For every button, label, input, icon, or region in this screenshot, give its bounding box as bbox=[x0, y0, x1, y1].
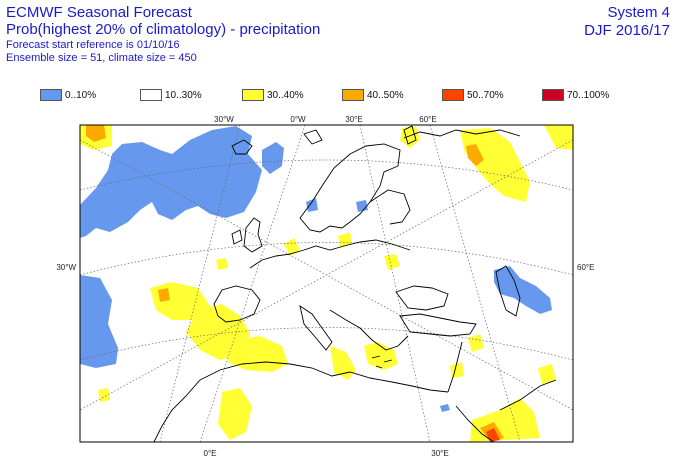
low-probability-areas bbox=[80, 126, 552, 412]
coast-north-africa bbox=[199, 361, 449, 393]
coast-arabia bbox=[499, 379, 557, 411]
blue-area-azores bbox=[80, 275, 118, 368]
yellow-area-sahara bbox=[218, 388, 252, 440]
legend-label: 30..40% bbox=[267, 89, 304, 101]
legend-swatch bbox=[442, 89, 464, 101]
yellow-area-uk bbox=[284, 238, 300, 256]
yellow-area-iran bbox=[538, 364, 556, 384]
coast-novaya bbox=[403, 125, 417, 145]
header-right: System 4 DJF 2016/17 bbox=[584, 4, 670, 40]
legend-item-2: 30..40% bbox=[242, 89, 304, 101]
coast-svalbard bbox=[303, 129, 323, 145]
yellow-area-east-europe bbox=[384, 254, 400, 270]
lon-label-top: 0°W bbox=[290, 115, 306, 124]
coast-finland bbox=[369, 189, 411, 225]
map-content bbox=[80, 125, 573, 442]
map-frame bbox=[79, 124, 574, 443]
blue-area-baltic bbox=[356, 200, 368, 212]
legend-label: 10..30% bbox=[165, 89, 202, 101]
legend-item-0: 0..10% bbox=[40, 89, 96, 101]
ensemble-info: Ensemble size = 51, climate size = 450 bbox=[6, 52, 197, 64]
legend-item-5: 70..100% bbox=[542, 89, 609, 101]
yellow-area-ural bbox=[460, 128, 530, 202]
legend-item-4: 50..70% bbox=[442, 89, 504, 101]
orange-area-ural bbox=[466, 144, 484, 166]
coast-greece-islands bbox=[371, 355, 393, 369]
lon-label-bottom: 30°E bbox=[431, 449, 448, 458]
coast-mainland-europe bbox=[249, 239, 411, 269]
coast-italy bbox=[299, 305, 333, 351]
coast-balkans bbox=[329, 309, 409, 351]
page-subtitle: Prob(highest 20% of climatology) - preci… bbox=[6, 21, 321, 38]
yellow-area-algeria bbox=[226, 336, 288, 372]
forecast-map: 30°W 0°W 30°E 60°E 0°E 30°E 30°W 60°E bbox=[56, 115, 594, 458]
orange-area-west bbox=[86, 125, 106, 142]
season-label: DJF 2016/17 bbox=[584, 22, 670, 39]
lon-label-top: 60°E bbox=[419, 115, 436, 124]
legend-swatch bbox=[342, 89, 364, 101]
yellow-area-russia bbox=[400, 126, 420, 148]
coast-british-isles bbox=[243, 217, 263, 253]
legend-label: 0..10% bbox=[65, 89, 97, 101]
yellow-area-caucasus bbox=[468, 334, 484, 352]
yellow-area-egypt bbox=[450, 362, 464, 378]
lon-label-top: 30°W bbox=[214, 115, 234, 124]
lon-label-top: 30°E bbox=[345, 115, 362, 124]
legend-item-3: 40..50% bbox=[342, 89, 404, 101]
coast-black-sea bbox=[395, 285, 449, 311]
forecast-reference: Forecast start reference is 01/10/16 bbox=[6, 39, 180, 51]
header-left: ECMWF Seasonal Forecast Prob(highest 20%… bbox=[6, 4, 320, 65]
lon-label-bottom: 0°E bbox=[204, 449, 217, 458]
yellow-area-libya bbox=[330, 346, 356, 380]
coastlines bbox=[153, 125, 557, 442]
legend-label: 50..70% bbox=[467, 89, 504, 101]
orange-area-iberia bbox=[158, 288, 170, 302]
legend-label: 70..100% bbox=[567, 89, 610, 101]
coast-iceland bbox=[231, 139, 253, 155]
coast-levant bbox=[447, 341, 463, 393]
graticule bbox=[80, 125, 573, 442]
legend-swatch bbox=[140, 89, 162, 101]
coast-scandinavia bbox=[299, 143, 401, 233]
coast-ireland bbox=[231, 229, 243, 245]
legend-label: 40..50% bbox=[367, 89, 404, 101]
system-label: System 4 bbox=[607, 4, 670, 21]
coast-turkey bbox=[399, 313, 477, 337]
coast-atlantic-africa bbox=[153, 379, 201, 442]
coast-russia-north bbox=[403, 129, 521, 139]
yellow-area-ukraine bbox=[338, 232, 352, 248]
coast-caspian bbox=[495, 265, 521, 317]
lat-label-right: 60°E bbox=[577, 263, 594, 272]
blue-area-north-atlantic bbox=[80, 126, 262, 238]
blue-area-caspian bbox=[494, 266, 552, 314]
lat-label-left: 30°W bbox=[56, 263, 76, 272]
blue-area-scandinavia bbox=[306, 198, 318, 212]
yellow-area-mid bbox=[98, 388, 110, 402]
legend: 0..10% 10..30% 30..40% 40..50% 50..70% 7… bbox=[0, 89, 678, 105]
legend-swatch bbox=[40, 89, 62, 101]
map-axis-labels: 30°W 0°W 30°E 60°E 0°E 30°E 30°W 60°E bbox=[56, 115, 594, 458]
blue-area-iceland-sea bbox=[262, 142, 284, 174]
yellow-area-france bbox=[216, 258, 228, 270]
page-title: ECMWF Seasonal Forecast bbox=[6, 4, 192, 21]
legend-item-1: 10..30% bbox=[140, 89, 202, 101]
legend-swatch bbox=[542, 89, 564, 101]
coast-red-sea bbox=[455, 405, 495, 442]
coast-iberia bbox=[213, 285, 261, 323]
blue-area-small-1 bbox=[440, 404, 450, 412]
legend-swatch bbox=[242, 89, 264, 101]
